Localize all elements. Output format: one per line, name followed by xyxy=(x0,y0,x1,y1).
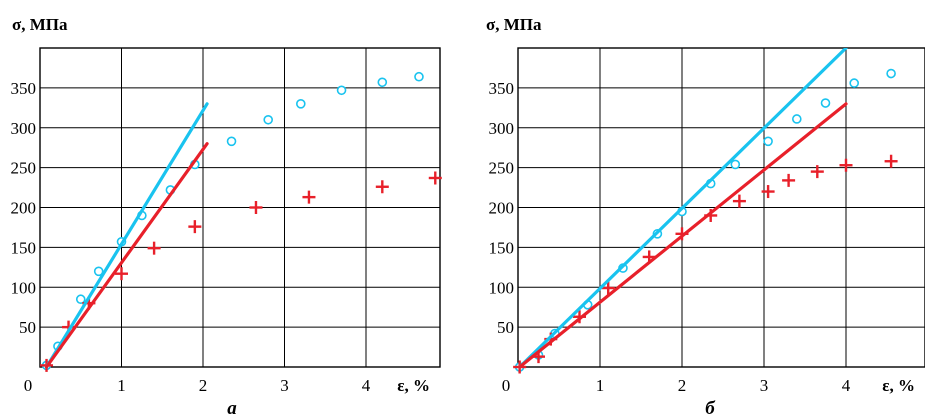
fit-line-cyan xyxy=(518,48,848,369)
plot-data xyxy=(513,48,898,374)
panel-label: а xyxy=(227,398,237,419)
data-point-circle xyxy=(849,78,860,88)
y-tick-label: 350 xyxy=(489,79,515,98)
data-point-circle xyxy=(75,294,86,305)
data-point-plus xyxy=(884,154,898,168)
data-point-circle xyxy=(295,99,306,109)
x-tick-label: 4 xyxy=(362,376,371,395)
x-tick-label: 1 xyxy=(596,376,605,395)
x-axis-label: ε, % xyxy=(397,376,430,395)
data-point-plus xyxy=(249,201,263,214)
fit-line-red xyxy=(44,142,209,369)
data-point-plus xyxy=(601,281,615,295)
y-axis-label: σ, МПа xyxy=(486,15,542,34)
y-tick-label: 250 xyxy=(11,159,37,178)
data-point-circle xyxy=(226,136,237,147)
x-tick-label: 3 xyxy=(760,376,769,395)
y-tick-label: 50 xyxy=(19,318,36,337)
data-point-plus xyxy=(302,190,316,204)
y-tick-label: 150 xyxy=(489,238,515,257)
plot-data xyxy=(40,71,442,372)
data-point-circle xyxy=(820,98,831,108)
x-tick-label: 4 xyxy=(842,376,851,395)
y-tick-label: 150 xyxy=(11,238,37,257)
fit-line-red xyxy=(518,102,848,369)
y-tick-label: 300 xyxy=(489,119,515,138)
y-tick-label: 200 xyxy=(11,199,37,218)
data-point-circle xyxy=(377,77,388,88)
x-axis-label: ε, % xyxy=(882,376,915,395)
fit-line-cyan xyxy=(44,102,209,369)
data-point-plus xyxy=(839,158,853,172)
y-axis-label: σ, МПа xyxy=(12,15,68,34)
data-point-plus xyxy=(732,194,746,208)
y-tick-label: 350 xyxy=(11,79,37,98)
y-tick-label: 50 xyxy=(497,318,514,337)
x-tick-label: 2 xyxy=(678,376,687,395)
data-point-plus xyxy=(761,185,775,199)
data-point-plus xyxy=(375,180,389,194)
x-tick-label: 2 xyxy=(199,376,208,395)
data-point-circle xyxy=(730,159,741,170)
data-point-plus xyxy=(428,171,442,185)
data-point-plus xyxy=(147,241,161,255)
origin-label: 0 xyxy=(502,376,511,395)
data-point-circle xyxy=(763,136,773,147)
y-tick-label: 100 xyxy=(11,278,37,297)
data-point-plus xyxy=(810,165,824,179)
data-point-circle xyxy=(886,68,896,79)
data-point-plus xyxy=(782,173,796,187)
chart-panel-b: 50 100 150 200 250 300 350 1 2 3 4 0 σ, МПа ε, % б xyxy=(486,15,925,419)
x-tick-label: 1 xyxy=(117,376,126,395)
y-tick-label: 300 xyxy=(11,119,37,138)
data-point-circle xyxy=(414,71,424,82)
data-point-circle xyxy=(93,266,104,277)
data-point-circle xyxy=(791,114,802,124)
plot-frame xyxy=(39,47,441,368)
data-point-circle xyxy=(263,114,274,125)
x-tick-label: 3 xyxy=(280,376,289,395)
plot-frame xyxy=(517,47,925,368)
y-tick-label: 200 xyxy=(489,199,515,218)
origin-label: 0 xyxy=(24,376,33,395)
data-point-plus xyxy=(188,220,202,234)
data-point-plus xyxy=(115,267,128,281)
panel-label: б xyxy=(705,398,716,419)
chart-panel-a: 50 100 150 200 250 300 350 1 2 3 4 0 σ, МПа ε, % а xyxy=(11,15,442,419)
data-point-circle xyxy=(336,85,347,96)
y-tick-label: 250 xyxy=(489,159,515,178)
y-tick-label: 100 xyxy=(489,278,515,297)
